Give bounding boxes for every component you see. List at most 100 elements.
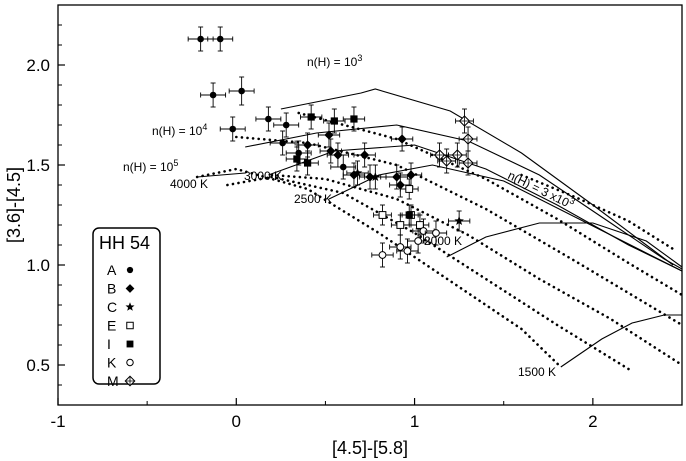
data-point-I — [399, 204, 419, 226]
solid-model-curve — [197, 172, 246, 178]
marker-diamond-filled — [326, 146, 336, 156]
marker-diamond-filled — [125, 284, 135, 293]
marker-diamond-open-cross-cross — [463, 158, 474, 168]
solid-model-curve — [280, 88, 674, 266]
temperature-label: 2000 K — [424, 234, 462, 248]
density-label-1e4: n(H) = 104 — [152, 122, 207, 138]
axis-tick-labels: -1 0 1 2 0.5 1.0 1.5 2.0 — [26, 56, 597, 431]
data-point-A — [273, 112, 300, 138]
y-tick-label: 1.0 — [26, 256, 50, 275]
marker-square-open — [396, 221, 405, 229]
data-point-B — [317, 122, 341, 148]
data-point-M — [458, 150, 478, 176]
density-label-1e3: n(H) = 103 — [307, 53, 362, 69]
marker-circle-filled — [216, 35, 224, 43]
data-point-A — [219, 116, 246, 142]
marker-circle-open — [396, 243, 405, 251]
data-point-B — [319, 138, 342, 164]
marker-circle-filled — [279, 139, 286, 147]
marker-circle-filled — [282, 121, 290, 129]
marker-square-filled — [126, 340, 134, 348]
data-point-K — [424, 220, 448, 246]
x-tick-label: 1 — [410, 412, 419, 431]
data-point-M — [455, 108, 474, 134]
marker-circle-filled — [339, 163, 347, 171]
data-point-M — [430, 142, 449, 168]
density-label-3e3: n(H) = 3 x103 — [506, 166, 577, 212]
marker-star-filled — [352, 168, 363, 177]
x-axis-title: [4.5]-[5.8] — [332, 438, 408, 458]
data-point-I — [323, 108, 346, 134]
marker-star-filled — [454, 216, 464, 225]
marker-square-filled — [307, 113, 315, 121]
solid-model-curve — [560, 314, 682, 368]
marker-circle-filled — [126, 266, 134, 274]
model-curves — [195, 88, 684, 371]
data-point-K — [371, 242, 394, 268]
data-point-M — [437, 148, 457, 174]
legend-label: B — [107, 281, 116, 297]
data-point-A — [187, 26, 214, 52]
marker-diamond-filled — [397, 134, 407, 144]
legend-title: HH 54 — [99, 233, 150, 253]
data-point-B — [353, 142, 376, 168]
legend-label: M — [107, 373, 119, 389]
x-tick-label: -1 — [50, 412, 65, 431]
axis-ticks — [57, 24, 683, 405]
marker-diamond-filled — [360, 150, 370, 160]
marker-diamond-filled — [395, 180, 405, 190]
marker-diamond-filled — [333, 150, 343, 160]
marker-square-filled — [350, 115, 358, 123]
data-points — [187, 26, 478, 268]
marker-circle-filled — [295, 149, 302, 157]
x-tick-label: 2 — [588, 412, 597, 431]
y-axis-title: [3.6]-[4.5] — [4, 167, 24, 243]
data-point-I — [300, 104, 323, 130]
data-point-B — [390, 126, 414, 152]
data-point-M — [447, 142, 467, 168]
legend-label: E — [107, 318, 116, 334]
marker-square-filled — [330, 117, 338, 125]
marker-circle-filled — [238, 87, 245, 95]
marker-circle-open — [378, 251, 387, 259]
marker-circle-filled — [197, 35, 204, 43]
marker-square-filled — [304, 159, 312, 167]
marker-diamond-open-cross-cross — [459, 116, 470, 126]
marker-circle-open — [403, 247, 412, 255]
data-point-A — [200, 82, 227, 108]
marker-diamond-filled — [303, 140, 313, 150]
solid-model-curve — [328, 164, 683, 272]
x-tick-label: 0 — [232, 412, 241, 431]
data-point-B — [326, 142, 350, 168]
marker-diamond-filled — [406, 170, 416, 180]
marker-circle-open — [126, 358, 134, 367]
y-tick-label: 0.5 — [26, 356, 50, 375]
data-point-C — [364, 164, 387, 190]
marker-diamond-open-cross-cross — [434, 150, 445, 160]
y-tick-label: 1.5 — [26, 156, 50, 175]
marker-diamond-open-cross-cross — [452, 150, 463, 160]
y-tick-label: 2.0 — [26, 56, 50, 75]
data-point-E — [399, 178, 419, 200]
temperature-label: 4000 K — [170, 177, 208, 191]
data-point-A — [228, 76, 255, 106]
marker-star-filled — [125, 302, 135, 311]
marker-square-open — [405, 185, 414, 193]
legend-label: A — [107, 262, 117, 278]
marker-diamond-open-cross-cross — [125, 376, 135, 386]
data-point-K — [406, 228, 430, 254]
dotted-model-curve — [226, 175, 630, 371]
dotted-model-curve — [270, 173, 684, 367]
data-point-A — [207, 26, 234, 52]
dotted-model-curve — [195, 167, 563, 369]
data-point-E — [373, 204, 392, 226]
marker-diamond-filled — [324, 130, 334, 140]
data-point-C — [447, 210, 471, 232]
marker-diamond-open-cross-cross — [441, 156, 452, 166]
dotted-model-curve — [520, 173, 675, 251]
legend-label: C — [107, 299, 117, 315]
marker-square-open — [126, 321, 134, 330]
